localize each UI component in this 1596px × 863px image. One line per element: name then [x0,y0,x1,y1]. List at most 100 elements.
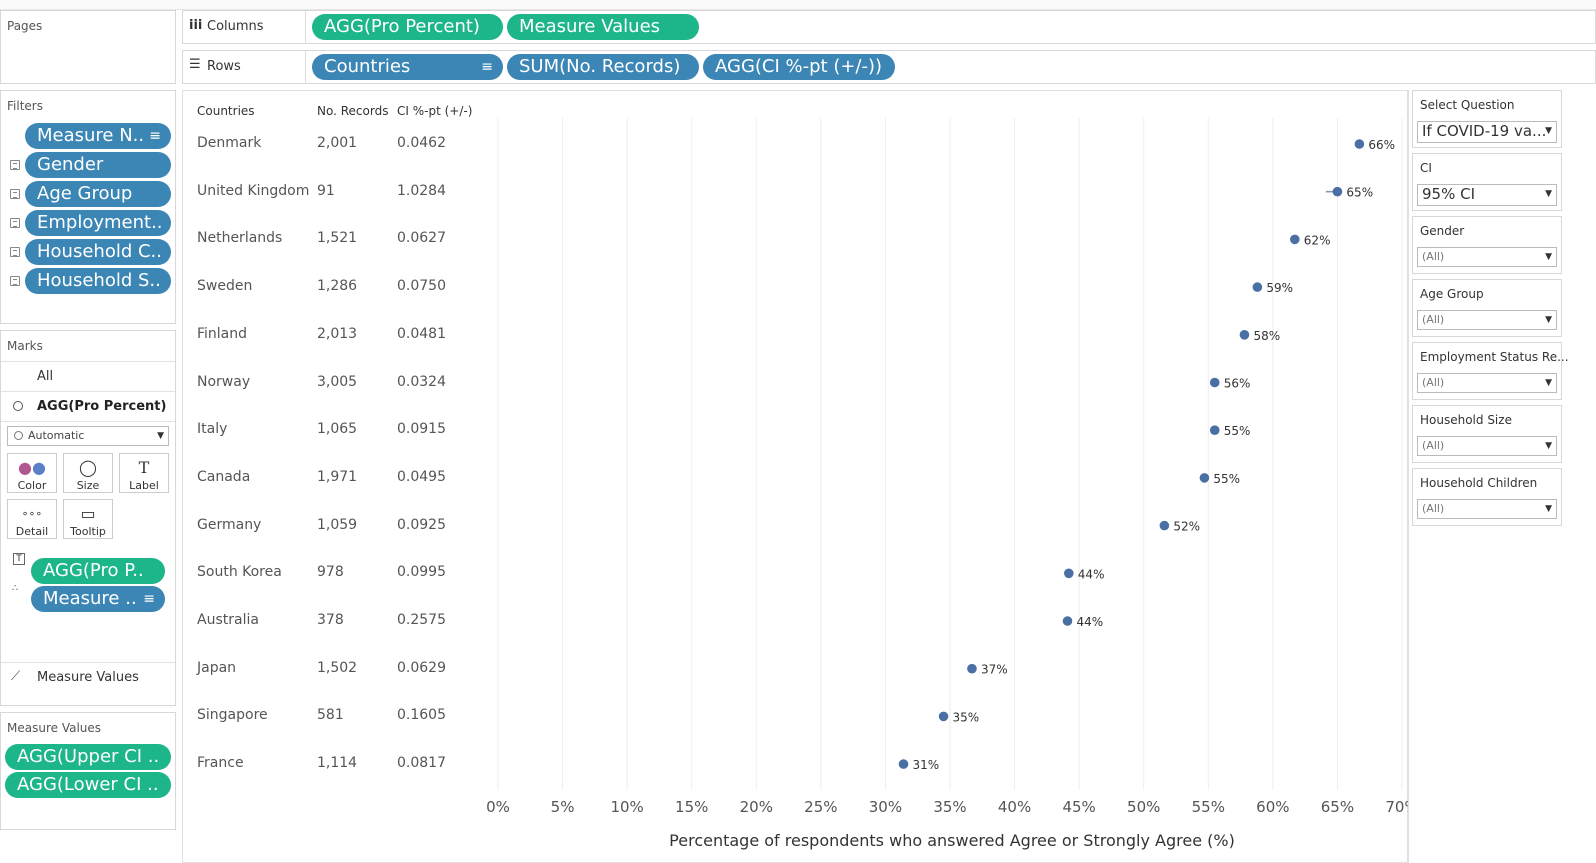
chevron-down-icon: ▼ [1545,504,1552,514]
dropdown-value: (All) [1422,250,1445,263]
parameter-dropdown[interactable]: (All) ▼ [1417,247,1557,267]
country-cell[interactable]: Sweden [197,278,253,295]
data-point[interactable] [1290,234,1300,245]
data-label: 52% [1173,520,1200,534]
data-point[interactable] [1064,568,1074,579]
marks-card: Marks All AGG(Pro Percent) Automatic ▼ ●… [0,330,176,706]
country-cell[interactable]: Italy [197,421,228,438]
column-pill-measure-values[interactable]: Measure Values [507,14,699,40]
rows-icon: ☰ [189,57,201,72]
row-pill-countries[interactable]: Countries ≡ [312,54,503,80]
data-point[interactable] [1252,282,1263,292]
data-point[interactable] [1159,520,1170,531]
tooltip-button[interactable]: ▭ Tooltip [63,499,113,539]
measure-values-label: Measure Values [7,721,102,735]
data-point[interactable] [1209,377,1220,388]
records-cell: 1,502 [317,659,358,676]
country-cell[interactable]: Japan [197,659,237,676]
filter-pill-employment[interactable]: Employment.. [25,210,171,236]
ci-cell: 0.0925 [397,516,446,533]
marks-label-pill[interactable]: AGG(Pro P.. [31,558,165,584]
parameter-title: Household Size [1420,413,1512,427]
parameter-dropdown[interactable]: 95% CI ▼ [1417,184,1557,206]
color-button[interactable]: ●● Color [7,453,57,493]
data-point[interactable] [967,663,977,674]
marks-divider [1,662,175,663]
color-button-label: Color [17,479,47,492]
data-point[interactable] [938,711,949,722]
header-ci: CI %-pt (+/-) [397,104,473,118]
data-point[interactable] [1209,425,1220,436]
column-pill-pro-percent[interactable]: AGG(Pro Percent) [312,14,503,40]
data-point[interactable] [1199,473,1210,483]
x-tick-label: 55% [1192,798,1225,816]
sort-descending-icon[interactable]: ≡ [481,59,493,75]
x-axis-title: Percentage of respondents who answered A… [669,831,1235,850]
records-cell: 91 [317,182,335,199]
parameter-dropdown[interactable]: (All) ▼ [1417,499,1557,519]
country-cell[interactable]: Australia [197,612,259,628]
records-cell: 378 [317,612,344,628]
marks-detail-pill[interactable]: Measure .. ≡ [31,586,165,612]
marks-label: Marks [7,339,43,353]
data-point[interactable] [1062,616,1073,626]
dropdown-value: (All) [1422,439,1445,452]
detail-dots-icon: ∘∘∘ [21,507,43,520]
country-cell[interactable]: South Korea [197,564,282,581]
data-point[interactable] [898,759,909,769]
row-pill-countries-label: Countries [324,56,411,77]
data-label: 62% [1304,233,1331,247]
country-cell[interactable]: Denmark [197,135,262,151]
x-tick-label: 15% [675,798,708,816]
records-cell: 3,005 [317,373,358,390]
parameter-dropdown[interactable]: (All) ▼ [1417,373,1557,393]
label-button[interactable]: T Label [119,453,169,493]
parameter-dropdown[interactable]: (All) ▼ [1417,436,1557,456]
parameter-dropdown[interactable]: (All) ▼ [1417,310,1557,330]
country-cell[interactable]: France [197,755,244,772]
detail-button[interactable]: ∘∘∘ Detail [7,499,57,539]
measure-values-pill-upper-ci[interactable]: AGG(Upper CI .. [5,744,171,770]
parameter-dropdown[interactable]: If COVID-19 va... ▼ [1417,121,1557,143]
ci-cell: 0.0915 [397,421,446,438]
parameter-title: Household Children [1420,476,1538,490]
data-point[interactable] [1239,330,1250,340]
country-cell[interactable]: Singapore [197,707,268,724]
marks-layer-pro-percent[interactable]: AGG(Pro Percent) [37,399,167,414]
dropdown-value: (All) [1422,376,1445,389]
tooltip-speech-icon: ▭ [80,504,96,523]
measure-values-pill-lower-ci[interactable]: AGG(Lower CI .. [5,772,171,798]
mark-type-dropdown[interactable]: Automatic ▼ [7,426,169,446]
row-pill-records[interactable]: SUM(No. Records) [507,54,699,80]
data-point[interactable] [1332,186,1343,197]
marks-all-tab[interactable]: All [37,369,54,384]
marks-divider [1,361,175,362]
ci-cell: 0.0629 [397,659,446,676]
data-point[interactable] [1354,139,1365,149]
filter-pill-measure-names[interactable]: Measure N.. ≡ [25,123,171,149]
country-cell[interactable]: Norway [197,373,251,390]
country-cell[interactable]: United Kingdom [197,182,310,199]
chevron-down-icon: ▼ [1545,378,1552,388]
size-button[interactable]: ◯ Size [63,453,113,493]
filter-pill-household-size[interactable]: Household S.. [25,268,171,294]
parameter-control: Employment Status Re... (All) ▼ [1412,342,1569,400]
filter-pill-age-group[interactable]: Age Group [25,181,171,207]
country-cell[interactable]: Netherlands [197,230,283,247]
marks-layer-measure-values[interactable]: Measure Values [37,670,139,685]
country-cell[interactable]: Canada [197,468,251,485]
chevron-down-icon: ▼ [1545,189,1552,199]
columns-shelf[interactable]: iii Columns [182,10,1596,44]
country-cell[interactable]: Germany [197,516,262,533]
sort-icon: ≡ [149,128,161,144]
row-pill-ci[interactable]: AGG(CI %-pt (+/-)) [703,54,895,80]
filter-pill-gender[interactable]: Gender [25,152,171,178]
marks-detail-pill-label: Measure .. [43,588,137,609]
ci-cell: 0.0495 [397,468,446,485]
ci-cell: 0.0627 [397,230,446,247]
country-cell[interactable]: Finland [197,325,248,342]
filter-pill-household-children[interactable]: Household C.. [25,239,171,265]
dropdown-value: If COVID-19 va... [1422,122,1547,140]
chevron-down-icon: ▼ [1545,126,1552,136]
